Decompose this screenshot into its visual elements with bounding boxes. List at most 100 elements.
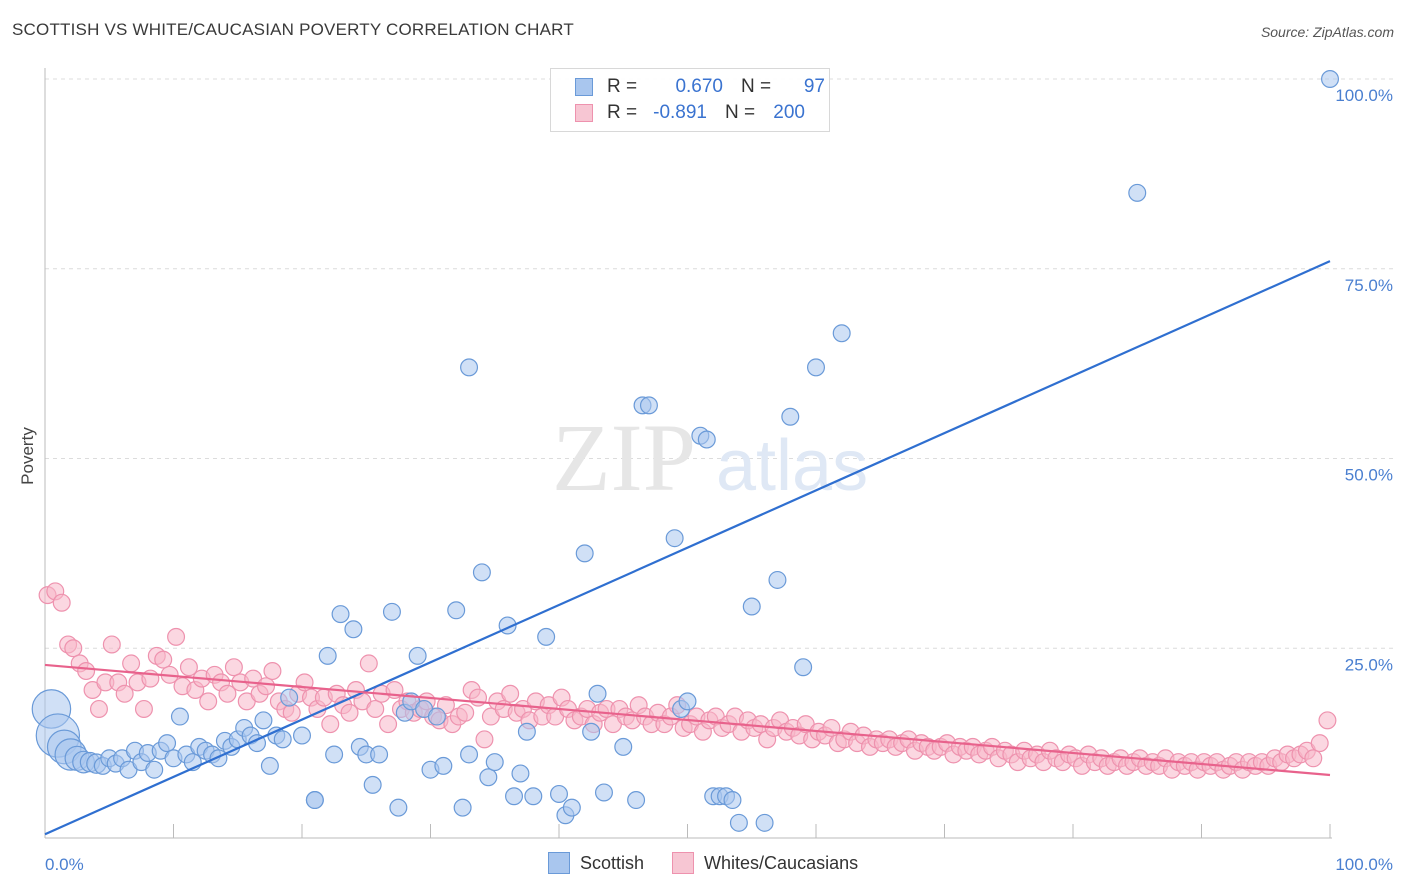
watermark-zip: ZIP (552, 404, 696, 511)
scottish-point (697, 430, 716, 449)
scottish-point (594, 783, 613, 802)
bottom-legend-scottish: Scottish (548, 852, 644, 874)
scottish-point (742, 597, 761, 616)
bottom-swatch-scottish (548, 852, 570, 874)
whites-point (115, 684, 134, 703)
bottom-legend-whites: Whites/Caucasians (672, 852, 858, 874)
scottish-point (511, 764, 530, 783)
tick-labels: 25.0% 50.0% 75.0% 100.0% 0.0% 100.0% (45, 86, 1393, 874)
legend-n-value: 97 (803, 76, 825, 97)
scottish-point (639, 396, 658, 415)
scottish-point (447, 601, 466, 620)
scottish-point (370, 745, 389, 764)
scottish-point (453, 798, 472, 817)
legend-n-value: 200 (773, 102, 805, 123)
scottish-point (363, 775, 382, 794)
scottish-point (325, 745, 344, 764)
scottish-point (305, 791, 324, 810)
scottish-point (260, 756, 279, 775)
scottish-point (460, 745, 479, 764)
scottish-point (427, 707, 446, 726)
y-axis-label: Poverty (18, 427, 37, 485)
scottish-point (614, 737, 633, 756)
scottish-point (472, 563, 491, 582)
whites-point (102, 635, 121, 654)
whites-point (224, 658, 243, 677)
x-tick-label-max: 100.0% (1335, 855, 1393, 874)
bottom-legend-scottish-label: Scottish (580, 852, 645, 873)
scottish-point (331, 605, 350, 624)
bottom-legend: Scottish Whites/Caucasians (548, 852, 886, 874)
scottish-trend-line (44, 260, 1331, 836)
whites-point (257, 677, 276, 696)
scottish-point (254, 711, 273, 730)
legend-row-whites: R = -0.891 N = 200 (575, 101, 805, 125)
scottish-point (729, 813, 748, 832)
whites-point (199, 692, 218, 711)
bottom-swatch-whites (672, 852, 695, 874)
legend-n-label: N = (725, 102, 756, 123)
scottish-point (158, 734, 177, 753)
scottish-point (293, 726, 312, 745)
y-tick-label: 100.0% (1335, 86, 1393, 105)
scottish-point (408, 646, 427, 665)
whites-point (475, 730, 494, 749)
whites-point (52, 593, 71, 612)
whites-point (154, 650, 173, 669)
scottish-point (549, 784, 568, 803)
grid-lines (45, 78, 1395, 649)
whites-point (134, 699, 153, 718)
whites-point (167, 627, 186, 646)
watermark-atlas: atlas (716, 426, 868, 506)
whites-trend-line (44, 663, 1331, 777)
legend: R = 0.670 N = 97 R = -0.891 N = 200 (550, 68, 830, 132)
scottish-point (794, 658, 813, 677)
scottish-point (582, 722, 601, 741)
scottish-point (562, 798, 581, 817)
y-tick-label: 75.0% (1345, 276, 1393, 295)
whites-point (1304, 749, 1323, 768)
whites-point (1310, 734, 1329, 753)
scottish-point (723, 791, 742, 810)
legend-swatch-whites (575, 104, 593, 122)
whites-point (179, 658, 198, 677)
scottish-point (832, 324, 851, 343)
whites-point (456, 703, 475, 722)
chart-title: SCOTTISH VS WHITE/CAUCASIAN POVERTY CORR… (12, 20, 574, 39)
trend-lines (44, 260, 1331, 836)
y-tick-label: 50.0% (1345, 466, 1393, 485)
legend-n-label: N = (741, 76, 772, 97)
scottish-point (389, 798, 408, 817)
scottish-point (170, 707, 189, 726)
scottish-point (1128, 183, 1147, 202)
scottish-point (479, 768, 498, 787)
whites-point (366, 699, 385, 718)
scottish-point (1320, 69, 1339, 88)
y-tick-label: 25.0% (1345, 655, 1393, 674)
whites-point (64, 639, 83, 658)
series-scottish-points (31, 69, 1339, 832)
legend-r-label: R = (607, 102, 638, 123)
scottish-point (273, 730, 292, 749)
scottish-point (318, 646, 337, 665)
legend-swatch-scottish (575, 78, 593, 96)
scottish-point (524, 787, 543, 806)
x-tick-label-min: 0.0% (45, 855, 84, 874)
scottish-point (382, 602, 401, 621)
whites-point (263, 662, 282, 681)
whites-point (1318, 711, 1337, 730)
whites-point (379, 715, 398, 734)
scottish-point (768, 570, 787, 589)
watermark: ZIP atlas (552, 404, 868, 511)
legend-row-scottish: R = 0.670 N = 97 (575, 75, 825, 99)
source-label: Source: ZipAtlas.com (1260, 24, 1394, 40)
scottish-point (575, 544, 594, 563)
scottish-point (806, 358, 825, 377)
legend-r-value: -0.891 (653, 102, 707, 123)
scottish-point (537, 627, 556, 646)
scottish-point (588, 684, 607, 703)
scottish-point (755, 813, 774, 832)
bottom-legend-whites-label: Whites/Caucasians (704, 852, 859, 873)
whites-point (89, 699, 108, 718)
whites-point (501, 684, 520, 703)
